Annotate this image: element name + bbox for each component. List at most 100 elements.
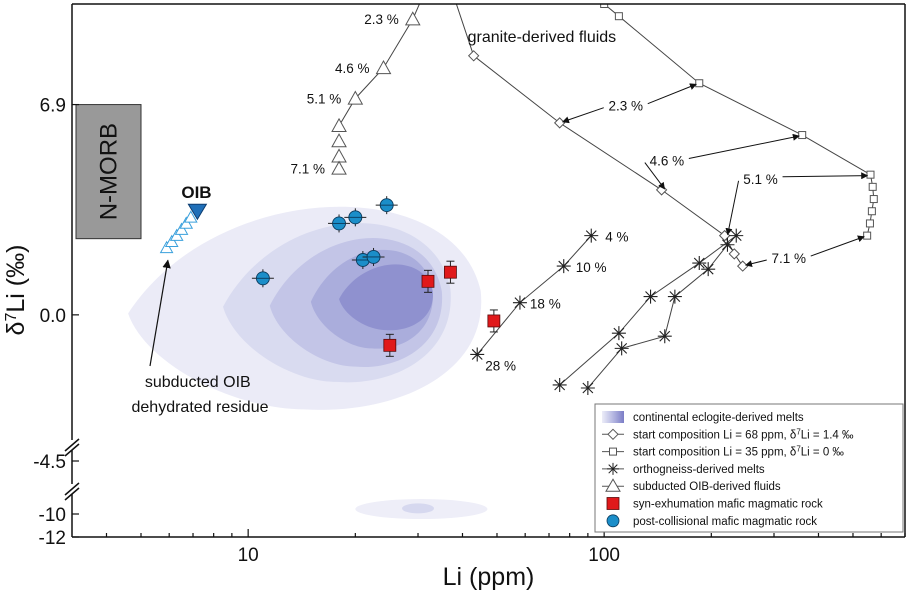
syn-exhumation-point-3 [444,260,457,284]
start-35ppm-point-10 [863,231,872,240]
start-68ppm-point-1 [467,50,480,62]
arrow-left-4 [745,259,767,268]
legend-label-part: start composition Li = 35 ppm, δ [633,447,796,459]
orthogneiss-curve-2 [559,235,737,386]
axis-break-1a [64,438,80,452]
orthogneiss-label-1: 28 % [485,358,516,373]
oib-fluid-label-7: 7.1 % [291,162,326,177]
post-collisional-point-3 [344,208,367,227]
post-collisional-point-1 [251,269,274,288]
y-tick-label: -12 [39,528,66,549]
legend-entry-3: start composition Li = 35 ppm, δ7Li = 0 … [602,444,844,459]
nmorb-label: N-MORB [95,123,122,220]
start-68ppm-point-3 [655,184,668,196]
axis-break-2b [64,487,80,501]
eclogite-melt-density-field [128,206,488,520]
oib-fluid-point-7 [331,160,347,175]
marker [383,338,397,352]
oib-fluid-point-6 [331,148,347,163]
start-68ppm-point-5 [728,248,740,260]
start-35ppm-point-9 [865,219,874,228]
y-tick-label: -4.5 [33,452,66,473]
syn-exhumation-point-1 [383,333,397,357]
arrow-right-4 [810,235,865,257]
legend-label-sup: 7 [796,444,801,453]
nmorb-rect [75,104,142,240]
residue-point-5 [179,216,194,229]
orthogneiss-point-8 [692,256,707,271]
orthogneiss-point-10 [580,381,595,395]
residue-label-line-2: dehydrated residue [132,399,269,416]
syn-exhumation-point-2 [421,269,435,293]
legend-label: subducted OIB-derived fluids [633,481,781,493]
y-tick-label: -10 [39,505,66,526]
oib-fluid-label-3: 5.1 % [307,91,342,106]
granite-fluids-label: granite-derived fluids [468,29,617,46]
arrow-label-4: 7.1 % [771,251,806,266]
legend-label: continental eclogite-derived melts [633,412,804,424]
marker [444,265,457,279]
orthogneiss-point-1 [470,347,485,362]
residue-label: subducted OIB dehydrated residue [132,374,269,416]
arrow-label-3: 5.1 % [743,172,778,187]
legend-entry-4: orthogneiss-derived melts [602,462,765,476]
start-35ppm-point-4 [798,131,807,140]
legend-marker [609,447,617,456]
post-collisional-point-2 [328,214,351,233]
residue-point-6 [183,210,198,223]
start-35ppm-point-7 [869,195,878,204]
y-tick-label: 6.9 [40,96,66,117]
legend-entry-5: subducted OIB-derived fluids [602,478,781,493]
point-labels: 2.3 % 4.6 % 5.1 % 7.1 % 28 % 18 % 10 % 4 % 2.3 %… [291,12,869,373]
arrow-right-3 [782,172,869,180]
arrow-left-1 [562,107,604,124]
arrow-label-1: 2.3 % [608,99,643,114]
orthogneiss-point-4 [584,228,599,243]
legend-marker [605,478,621,492]
y-title-part: Li (‰) [2,245,30,313]
arrow-right-2 [688,133,800,160]
legend-swatch [602,411,624,423]
residue-label-line-1: subducted OIB [145,374,251,391]
orthogneiss-label-2: 18 % [530,297,561,312]
y-title-part: δ [2,322,30,336]
legend-label-part: Li = 1.4 ‰ [801,429,854,441]
oib-fluid-point-3 [347,90,364,105]
legend-marker [607,462,619,475]
oib-label: OIB [181,183,211,202]
oib-fluid-point-1 [404,11,421,26]
legend-label-part: Li = 0 ‰ [801,447,845,459]
residue-point-2 [164,234,179,248]
orthogneiss-label-3: 10 % [576,260,607,275]
legend-entry-7: post-collisional mafic magmatic rock [606,514,817,528]
marker [487,314,501,328]
orthogneiss-point-2 [512,295,527,310]
orthogneiss-point-13 [667,289,682,304]
x-tick-label: 100 [588,545,620,566]
legend-label: syn-exhumation mafic magmatic rock [633,499,823,511]
oib-fluid-point-5 [331,133,347,148]
legend-label-part: start composition Li = 68 ppm, δ [633,429,796,441]
legend-marker [606,497,620,510]
y-axis-title: δ7Li (‰) [2,245,30,336]
legend-entry-6: syn-exhumation mafic magmatic rock [606,497,823,511]
arrow-label-2: 4.6 % [650,154,685,169]
orthogneiss-point-12 [657,329,672,344]
orthogneiss-point-15 [720,237,735,252]
orthogneiss-point-7 [643,289,658,304]
orthogneiss-point-6 [611,326,626,341]
y-tick-label: 0.0 [40,306,66,327]
start-35ppm-point-1 [600,4,609,8]
legend-label-sup: 7 [796,427,801,436]
arrow-left-3 [725,180,740,236]
start-68ppm-point-6 [736,260,749,272]
legend-entry-1: continental eclogite-derived melts [602,411,804,424]
start-35ppm-point-3 [695,79,704,88]
start-68ppm-point-2 [553,117,566,129]
orthogneiss-label-4: 4 % [605,230,628,245]
x-tick-label: 10 [238,545,259,566]
legend-label: start composition Li = 35 ppm, δ7Li = 0 … [633,444,844,459]
legend-label: post-collisional mafic magmatic rock [633,516,817,528]
legend-marker [606,514,620,528]
